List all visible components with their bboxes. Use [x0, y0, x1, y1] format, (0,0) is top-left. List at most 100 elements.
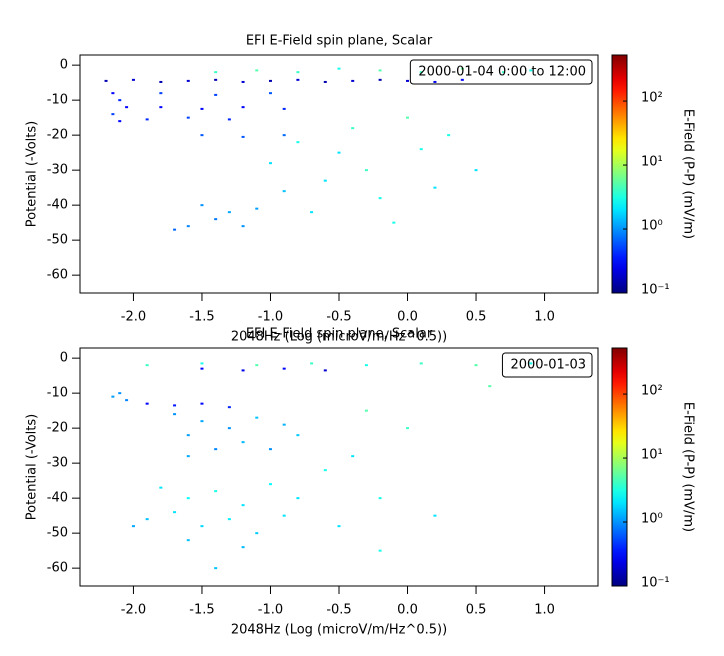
data-point	[364, 169, 368, 172]
colorbar-tick-label: 10²	[641, 384, 663, 399]
annotation-box	[501, 352, 593, 378]
data-point	[241, 369, 245, 372]
data-point	[419, 362, 423, 365]
data-point	[227, 518, 231, 521]
colorbar	[611, 347, 628, 587]
data-point	[173, 228, 177, 231]
data-point	[145, 402, 149, 405]
data-point	[433, 80, 437, 83]
plot-frame	[79, 347, 599, 587]
data-point	[282, 134, 286, 137]
data-point	[310, 211, 314, 214]
annotation: 2000-01-03	[510, 358, 586, 373]
x-tick-label: 0.5	[466, 310, 487, 325]
data-point	[255, 364, 259, 367]
data-point	[159, 80, 163, 83]
data-point	[474, 364, 478, 367]
colorbar-label: E-Field (P-P) (mV/m)	[681, 109, 696, 239]
data-point	[351, 79, 355, 82]
x-tick-label: 0.5	[466, 603, 487, 618]
data-point	[214, 93, 218, 96]
x-tick-label: 1.0	[534, 310, 555, 325]
data-point	[296, 71, 300, 74]
colorbar-label: E-Field (P-P) (mV/m)	[681, 402, 696, 532]
data-point	[186, 225, 190, 228]
data-point	[173, 413, 177, 416]
x-tick-label: -0.5	[326, 603, 351, 618]
x-tick-label: 1.0	[534, 603, 555, 618]
data-point	[173, 511, 177, 514]
data-point	[268, 483, 272, 486]
data-point	[118, 99, 122, 102]
data-point	[241, 80, 245, 83]
data-point	[227, 406, 231, 409]
x-tick-label: 0.0	[397, 603, 418, 618]
data-point	[241, 106, 245, 109]
data-point	[392, 221, 396, 224]
data-point	[186, 455, 190, 458]
colorbar	[611, 54, 628, 294]
chart-title: EFI E-Field spin plane, Scalar	[246, 327, 433, 342]
data-point	[214, 448, 218, 451]
y-tick-label: 0	[60, 58, 68, 73]
y-tick-label: -20	[47, 421, 68, 436]
data-point	[419, 71, 423, 74]
y-axis-label: Potential (-Volts)	[25, 414, 40, 520]
data-point	[214, 218, 218, 221]
data-point	[241, 504, 245, 507]
data-point	[200, 525, 204, 528]
y-tick-label: -30	[47, 456, 68, 471]
chart-title: EFI E-Field spin plane, Scalar	[246, 34, 433, 49]
data-point	[200, 402, 204, 405]
x-tick-label: -2.0	[121, 603, 146, 618]
data-point	[488, 385, 492, 388]
x-tick-label: -1.0	[258, 310, 283, 325]
data-point	[186, 539, 190, 542]
data-point	[460, 67, 464, 70]
data-point	[125, 399, 129, 402]
data-point	[104, 79, 108, 82]
data-point	[378, 197, 382, 200]
data-point	[268, 162, 272, 165]
data-point	[227, 211, 231, 214]
data-point	[227, 427, 231, 430]
y-tick-label: -10	[47, 386, 68, 401]
data-point	[282, 107, 286, 110]
data-point	[200, 204, 204, 207]
x-tick-label: -1.0	[258, 603, 283, 618]
data-point	[214, 71, 218, 74]
data-point	[282, 423, 286, 426]
data-point	[200, 107, 204, 110]
y-tick-label: -40	[47, 198, 68, 213]
data-point	[474, 169, 478, 172]
data-point	[378, 549, 382, 552]
annotation-box	[409, 59, 593, 85]
data-point	[111, 92, 115, 95]
data-point	[378, 497, 382, 500]
data-point	[111, 113, 115, 116]
data-point	[111, 395, 115, 398]
data-point	[406, 116, 410, 119]
data-point	[351, 455, 355, 458]
data-point	[323, 469, 327, 472]
data-point	[282, 514, 286, 517]
y-tick-label: -10	[47, 93, 68, 108]
data-point	[173, 404, 177, 407]
data-point	[125, 106, 129, 109]
data-point	[268, 448, 272, 451]
data-point	[241, 546, 245, 549]
colorbar-tick-label: 10²	[641, 91, 663, 106]
data-point	[337, 151, 341, 154]
y-tick-label: -20	[47, 128, 68, 143]
data-point	[310, 362, 314, 365]
y-tick-label: -60	[47, 268, 68, 283]
data-point	[186, 79, 190, 82]
data-point	[351, 127, 355, 130]
data-point	[501, 71, 505, 74]
data-point	[118, 120, 122, 123]
data-point	[214, 567, 218, 570]
data-point	[200, 420, 204, 423]
x-axis-label: 2048Hz (Log (microV/m/Hz^0.5))	[231, 330, 447, 345]
data-point	[364, 409, 368, 412]
data-point	[241, 135, 245, 138]
